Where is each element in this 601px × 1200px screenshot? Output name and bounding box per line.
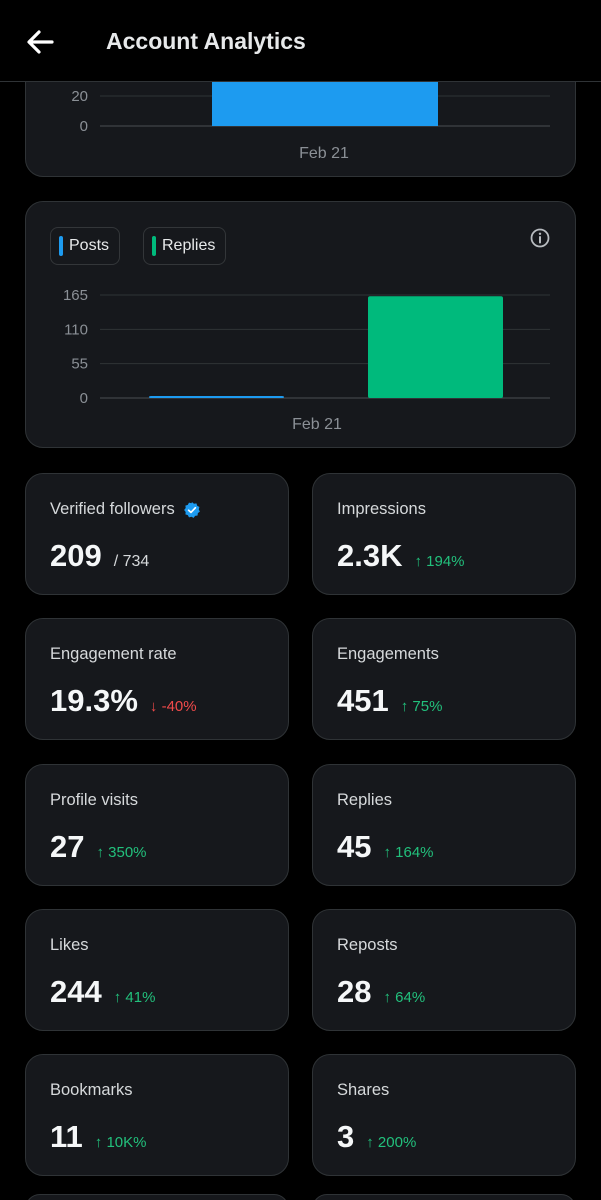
arrow-left-icon: [27, 30, 54, 54]
stat-value-row: 45 ↑ 164%: [337, 829, 434, 865]
stat-value-row: 2.3K ↑ 194%: [337, 538, 465, 574]
stat-change: ↑ 10K%: [94, 1134, 147, 1151]
y-tick-label: 110: [64, 321, 88, 338]
stat-change: ↑ 75%: [400, 698, 443, 715]
stat-label: Engagement rate: [50, 645, 177, 663]
stat-value-row: 11 ↑ 10K%: [50, 1119, 146, 1155]
stat-change: ↓ -40%: [149, 698, 197, 715]
info-icon[interactable]: [529, 227, 551, 249]
stat-value-row: 27 ↑ 350%: [50, 829, 147, 865]
verified-badge-icon: [183, 501, 200, 518]
stat-label-row: Verified followers: [50, 500, 201, 519]
stat-label: Impressions: [337, 500, 426, 518]
stat-card-partial[interactable]: [312, 1194, 576, 1200]
stat-value: 27: [50, 829, 85, 864]
x-tick-label: Feb 21: [299, 145, 349, 162]
bar-replies: [368, 296, 503, 398]
stat-change: ↑ 64%: [383, 989, 426, 1006]
stat-change: ↑ 200%: [366, 1134, 417, 1151]
y-tick-label: 20: [71, 88, 88, 105]
x-tick-label: Feb 21: [292, 416, 342, 433]
stat-likes[interactable]: Likes 244 ↑ 41%: [25, 909, 289, 1031]
stat-label: Reposts: [337, 936, 398, 954]
stat-value-row: 451 ↑ 75%: [337, 683, 442, 719]
stat-value: 2.3K: [337, 538, 403, 573]
stat-value: 209: [50, 538, 102, 573]
stat-value: 19.3%: [50, 683, 138, 718]
stat-value-row: 19.3% ↓ -40%: [50, 683, 197, 719]
stat-card-partial[interactable]: [25, 1194, 289, 1200]
stat-change: ↑ 164%: [383, 844, 434, 861]
stat-value: 28: [337, 974, 372, 1009]
chart-posts-replies-card: Posts Replies 0 55 110 165 Feb 21: [25, 201, 576, 448]
stat-label: Likes: [50, 936, 89, 954]
stat-value: 3: [337, 1119, 355, 1154]
bar-posts: [149, 396, 284, 398]
y-tick-label: 55: [71, 356, 88, 373]
stat-bookmarks[interactable]: Bookmarks 11 ↑ 10K%: [25, 1054, 289, 1176]
stat-change: ↑ 194%: [414, 553, 465, 570]
stat-engagement-rate[interactable]: Engagement rate 19.3% ↓ -40%: [25, 618, 289, 740]
stat-value: 451: [337, 683, 389, 718]
y-tick-label: 165: [63, 287, 88, 304]
stat-label: Profile visits: [50, 791, 139, 809]
legend-swatch: [152, 236, 156, 256]
stat-profile-visits[interactable]: Profile visits 27 ↑ 350%: [25, 764, 289, 886]
legend-swatch: [59, 236, 63, 256]
stat-reposts[interactable]: Reposts 28 ↑ 64%: [312, 909, 576, 1031]
stat-value: 45: [337, 829, 372, 864]
stat-engagements[interactable]: Engagements 451 ↑ 75%: [312, 618, 576, 740]
stat-value: 244: [50, 974, 102, 1009]
stat-change: ↑ 350%: [96, 844, 147, 861]
stat-label: Verified followers: [50, 500, 175, 518]
stat-value-row: 209 / 734: [50, 538, 149, 574]
y-tick-label: 0: [80, 118, 88, 135]
stat-total: / 734: [113, 553, 150, 570]
legend-label: Posts: [69, 237, 110, 254]
app-header: Account Analytics: [0, 0, 601, 82]
legend-posts[interactable]: Posts: [50, 227, 121, 265]
stat-label: Engagements: [337, 645, 439, 663]
stat-verified-followers[interactable]: Verified followers 209 / 734: [25, 473, 289, 595]
stat-change: ↑ 41%: [113, 989, 156, 1006]
back-button[interactable]: [22, 24, 58, 60]
y-tick-label: 0: [80, 390, 88, 407]
stat-label: Shares: [337, 1081, 390, 1099]
stat-value-row: 28 ↑ 64%: [337, 974, 425, 1010]
legend-label: Replies: [162, 237, 216, 254]
page-title: Account Analytics: [106, 28, 306, 54]
stat-value-row: 244 ↑ 41%: [50, 974, 155, 1010]
stat-label: Bookmarks: [50, 1081, 133, 1099]
chart-posts-replies: 0 55 110 165 Feb 21: [63, 287, 550, 433]
stat-impressions[interactable]: Impressions 2.3K ↑ 194%: [312, 473, 576, 595]
legend-replies[interactable]: Replies: [143, 227, 227, 265]
stat-value-row: 3 ↑ 200%: [337, 1119, 416, 1155]
stat-label: Replies: [337, 791, 393, 809]
stat-shares[interactable]: Shares 3 ↑ 200%: [312, 1054, 576, 1176]
stat-replies[interactable]: Replies 45 ↑ 164%: [312, 764, 576, 886]
stat-value: 11: [50, 1119, 83, 1154]
